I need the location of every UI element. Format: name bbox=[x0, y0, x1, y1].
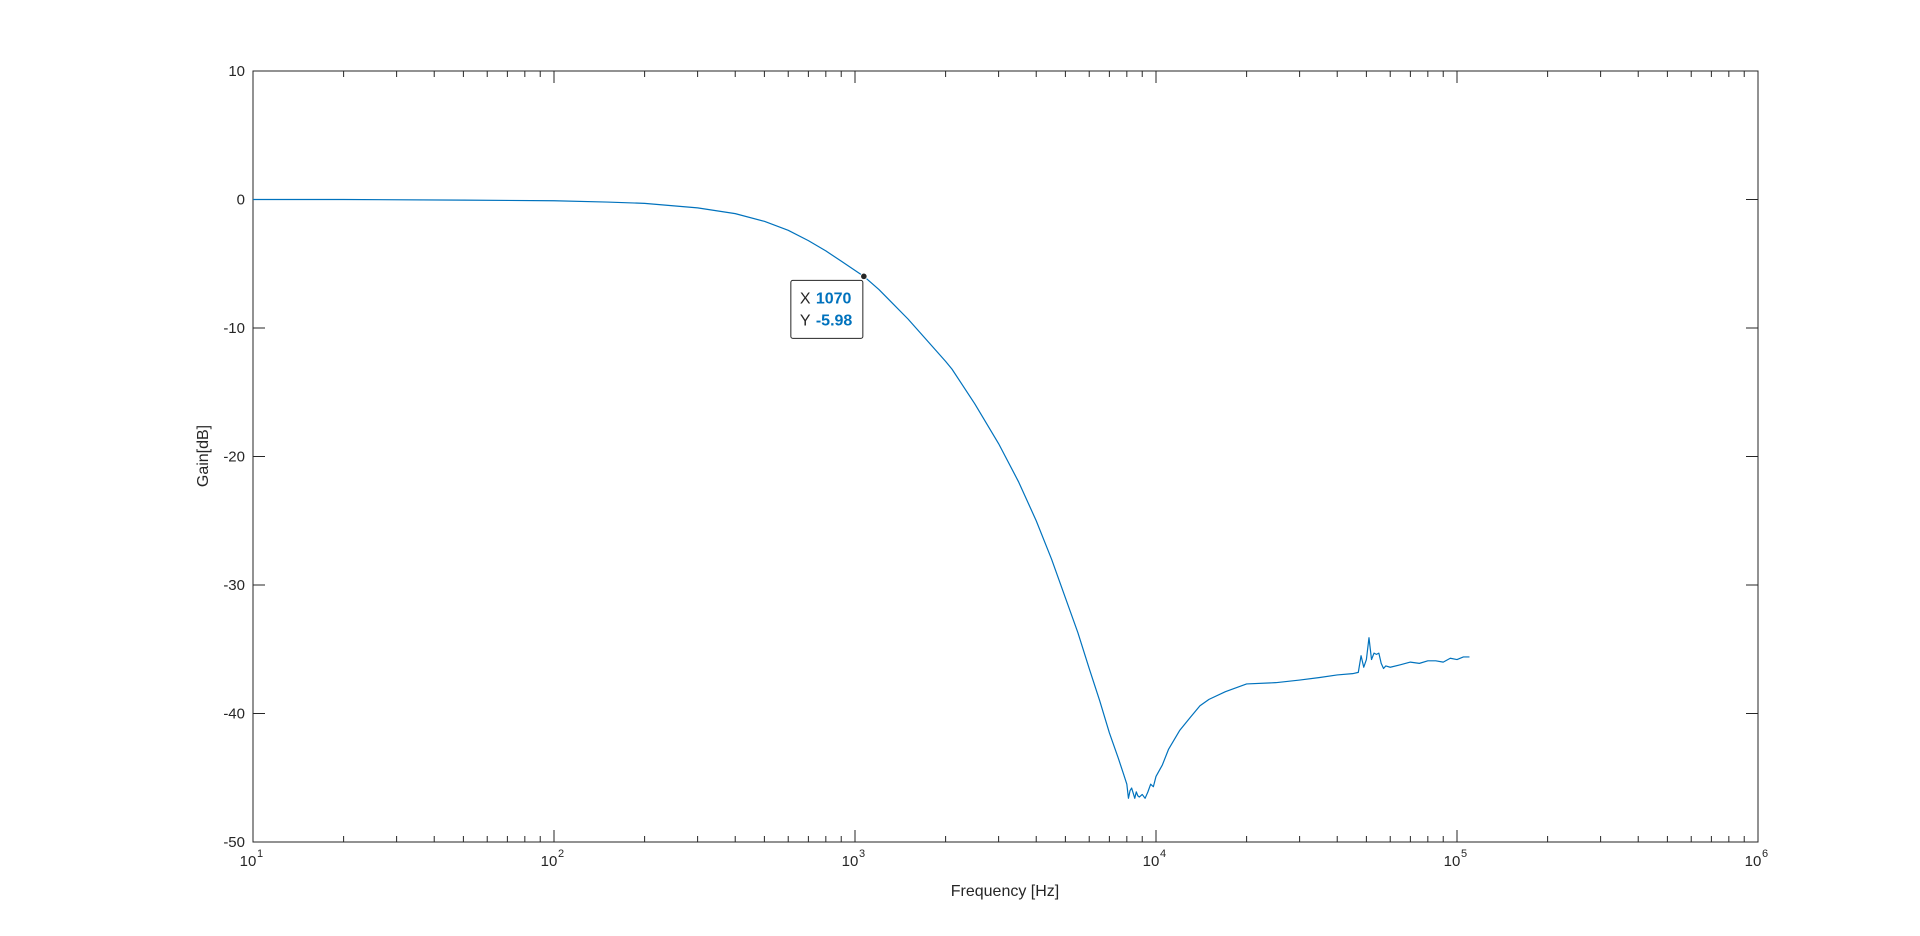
y-tick-label: -30 bbox=[223, 577, 245, 594]
datatip-axis-label: X bbox=[800, 290, 811, 307]
series-line[interactable] bbox=[253, 198, 1470, 799]
x-tick-label: 10 2 bbox=[541, 848, 564, 870]
y-tick-label: -10 bbox=[223, 320, 245, 337]
datatip-value: 1070 bbox=[816, 290, 852, 307]
x-tick-label-exponent: 1 bbox=[257, 848, 263, 860]
x-axis-label: Frequency [Hz] bbox=[951, 883, 1059, 900]
x-tick-label-exponent: 4 bbox=[1160, 848, 1166, 860]
x-tick-label-base: 10 bbox=[240, 853, 257, 870]
x-tick-label-exponent: 3 bbox=[859, 848, 865, 860]
y-tick-label: -20 bbox=[223, 449, 245, 466]
x-tick-label: 10 1 bbox=[240, 848, 263, 870]
y-tick-label: -40 bbox=[223, 706, 245, 723]
x-tick-label: 10 4 bbox=[1143, 848, 1166, 870]
y-tick-label: 0 bbox=[237, 192, 245, 209]
x-tick-label-base: 10 bbox=[1745, 853, 1762, 870]
x-tick-label-exponent: 2 bbox=[558, 848, 564, 860]
x-axis: 10 1 10 2 10 3 10 4 10 5 10 6 bbox=[240, 71, 1768, 870]
x-tick-label-base: 10 bbox=[1143, 853, 1160, 870]
y-axis: 10 0 -10 -20 -30 -40 -50 bbox=[223, 63, 1758, 851]
x-tick-label-base: 10 bbox=[541, 853, 558, 870]
datatip-box bbox=[790, 279, 864, 339]
x-tick-label-exponent: 5 bbox=[1461, 848, 1467, 860]
y-tick-label: -50 bbox=[223, 834, 245, 851]
x-tick-label: 10 6 bbox=[1745, 848, 1768, 870]
x-tick-label-base: 10 bbox=[1444, 853, 1461, 870]
x-tick-label-base: 10 bbox=[842, 853, 859, 870]
datatip-value: -5.98 bbox=[816, 312, 853, 329]
datatip[interactable]: X 1070 Y -5.98 bbox=[790, 272, 868, 339]
x-tick-label-exponent: 6 bbox=[1762, 848, 1768, 860]
y-axis-label: Gain[dB] bbox=[195, 425, 212, 487]
series-layer bbox=[253, 198, 1470, 799]
y-tick-label: 10 bbox=[228, 63, 245, 80]
datatip-marker[interactable] bbox=[860, 272, 868, 280]
x-tick-label: 10 5 bbox=[1444, 848, 1467, 870]
x-tick-label: 10 3 bbox=[842, 848, 865, 870]
datatip-axis-label: Y bbox=[800, 312, 811, 329]
